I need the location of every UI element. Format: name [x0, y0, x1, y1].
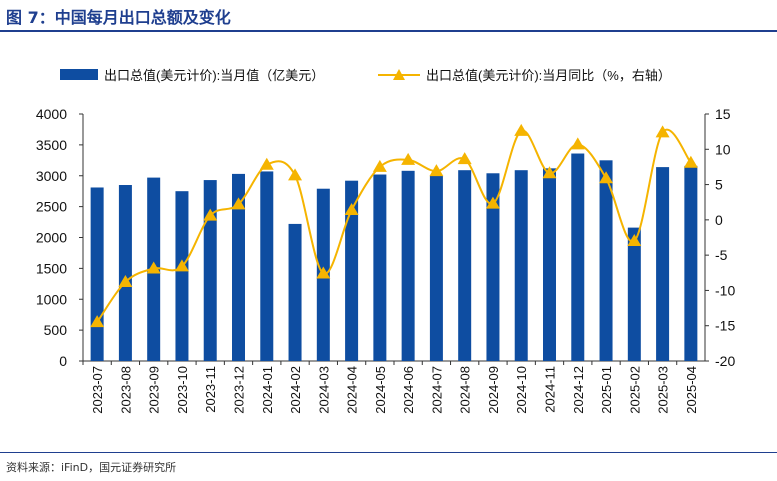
left-tick-label: 3000	[36, 168, 67, 184]
yoy-marker-2025-04	[683, 155, 698, 168]
left-tick-label: 4000	[36, 106, 67, 122]
bar-2024-07	[429, 175, 443, 361]
x-tick-label: 2024-11	[543, 366, 558, 413]
yoy-marker-2023-12	[231, 197, 246, 210]
yoy-marker-2023-09	[146, 261, 161, 274]
bar-2023-08	[118, 185, 132, 361]
title-divider	[0, 30, 777, 32]
x-tick-label: 2024-09	[486, 366, 501, 414]
legend-marker-line	[393, 69, 405, 80]
x-tick-label: 2024-07	[429, 366, 444, 414]
yoy-marker-2023-07	[90, 315, 105, 328]
yoy-marker-2024-01	[259, 157, 274, 170]
bar-2025-01	[599, 160, 613, 361]
bar-2024-10	[514, 170, 528, 361]
right-tick-label: 15	[715, 106, 731, 122]
yoy-marker-2024-09	[485, 196, 500, 209]
x-tick-label: 2024-04	[345, 366, 360, 414]
bar-2024-05	[373, 174, 387, 361]
right-tick-label: 0	[715, 212, 723, 228]
left-tick-label: 2000	[36, 230, 67, 246]
x-tick-label: 2024-03	[316, 366, 331, 414]
x-tick-label: 2023-12	[232, 366, 247, 414]
x-tick-label: 2024-08	[458, 366, 473, 414]
yoy-marker-2024-02	[288, 168, 303, 181]
chart-svg: 出口总值(美元计价):当月值（亿美元） 出口总值(美元计价):当月同比（%，右轴）…	[36, 68, 736, 414]
footer-divider	[0, 452, 777, 453]
x-tick-label: 2025-03	[656, 366, 671, 414]
x-tick-label: 2025-04	[684, 366, 699, 414]
legend-label-bar: 出口总值(美元计价):当月值（亿美元）	[104, 68, 324, 83]
x-tick-label: 2025-02	[627, 366, 642, 414]
yoy-marker-2024-10	[514, 123, 529, 136]
legend-label-line: 出口总值(美元计价):当月同比（%，右轴）	[426, 68, 671, 83]
bar-2024-02	[288, 223, 302, 361]
right-tick-label: 5	[715, 177, 723, 193]
bar-2024-09	[486, 173, 500, 361]
bar-2024-06	[401, 170, 415, 361]
bar-2024-01	[260, 171, 274, 361]
left-tick-label: 2500	[36, 199, 67, 215]
right-tick-label: -10	[715, 282, 735, 298]
chart-title: 图 7：中国每月出口总额及变化	[6, 8, 231, 27]
yoy-marker-2025-02	[627, 234, 642, 247]
source-note: 资料来源：iFinD，国元证券研究所	[6, 461, 177, 474]
bar-2023-10	[175, 191, 189, 361]
legend-swatch-bar	[60, 69, 98, 80]
x-tick-label: 2024-01	[260, 366, 275, 414]
x-tick-label: 2023-07	[90, 366, 105, 414]
x-tick-label: 2024-10	[514, 366, 529, 414]
left-tick-label: 3500	[36, 137, 67, 153]
yoy-marker-2024-07	[429, 164, 444, 177]
bar-2024-12	[571, 153, 585, 361]
yoy-marker-2023-11	[203, 208, 218, 221]
bar-2024-04	[345, 180, 359, 361]
yoy-marker-2024-06	[401, 152, 416, 165]
yoy-marker-2024-12	[570, 137, 585, 150]
bar-2025-02	[627, 227, 641, 361]
x-tick-label: 2024-12	[571, 366, 586, 414]
x-tick-label: 2024-05	[373, 366, 388, 414]
x-tick-label: 2023-10	[175, 366, 190, 414]
yoy-line	[96, 128, 692, 323]
right-tick-label: -15	[715, 318, 735, 334]
left-tick-label: 500	[44, 322, 68, 338]
yoy-marker-2024-08	[457, 152, 472, 165]
bar-2023-07	[90, 187, 104, 361]
right-tick-label: -20	[715, 353, 735, 369]
yoy-marker-2025-03	[655, 125, 670, 138]
bar-2023-11	[203, 180, 217, 361]
yoy-marker-2025-01	[599, 171, 614, 184]
left-tick-label: 0	[59, 353, 67, 369]
yoy-marker-2024-05	[372, 159, 387, 172]
x-tick-label: 2025-01	[599, 366, 614, 414]
left-tick-label: 1500	[36, 260, 67, 276]
x-tick-label: 2024-02	[288, 366, 303, 414]
yoy-marker-2024-04	[344, 202, 359, 215]
yoy-marker-2024-03	[316, 266, 331, 279]
yoy-marker-2023-08	[118, 274, 133, 287]
bar-2025-04	[684, 165, 698, 361]
x-tick-label: 2023-09	[147, 366, 162, 414]
bar-2025-03	[656, 167, 670, 361]
bar-2024-11	[543, 168, 556, 361]
right-tick-label: 10	[715, 141, 731, 157]
left-tick-label: 1000	[36, 291, 67, 307]
x-tick-label: 2024-06	[401, 366, 416, 414]
x-tick-label: 2023-08	[118, 366, 133, 414]
x-tick-label: 2023-11	[203, 366, 218, 413]
yoy-marker-2024-11	[542, 166, 557, 179]
bar-2024-08	[458, 170, 472, 361]
right-tick-label: -5	[715, 247, 728, 263]
yoy-marker-2023-10	[174, 259, 189, 272]
bar-2023-12	[232, 173, 245, 361]
